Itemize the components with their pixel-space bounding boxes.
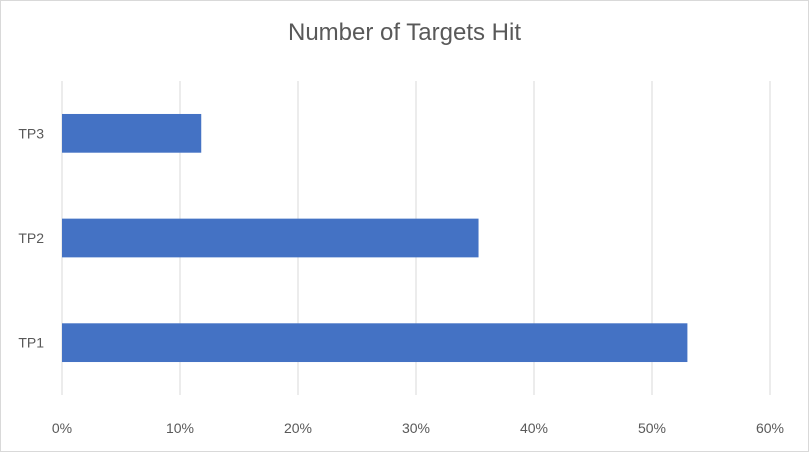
x-tick-label: 40% (520, 420, 548, 436)
chart-title: Number of Targets Hit (288, 19, 521, 46)
bar-tp3 (62, 113, 202, 153)
y-tick-label: TP3 (18, 125, 44, 141)
x-tick-label: 10% (166, 420, 194, 436)
x-tick-label: 30% (402, 420, 430, 436)
x-tick-label: 60% (756, 420, 784, 436)
y-tick-label: TP1 (18, 335, 44, 351)
bar-tp2 (62, 218, 479, 258)
y-tick-label: TP2 (18, 230, 44, 246)
bar-tp1 (62, 323, 688, 363)
x-tick-label: 0% (52, 420, 72, 436)
x-tick-label: 20% (284, 420, 312, 436)
x-tick-label: 50% (638, 420, 666, 436)
